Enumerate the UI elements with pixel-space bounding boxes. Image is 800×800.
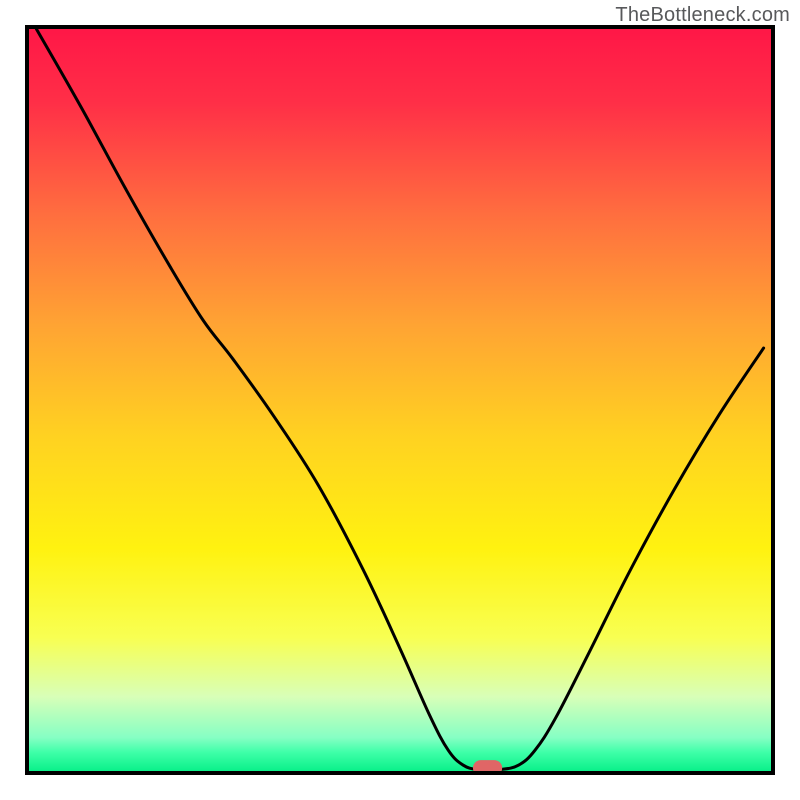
chart-svg — [29, 29, 771, 771]
chart-area — [29, 29, 771, 771]
watermark-text: TheBottleneck.com — [615, 4, 790, 27]
optimal-point-marker — [473, 761, 501, 771]
bottleneck-curve — [36, 29, 763, 770]
